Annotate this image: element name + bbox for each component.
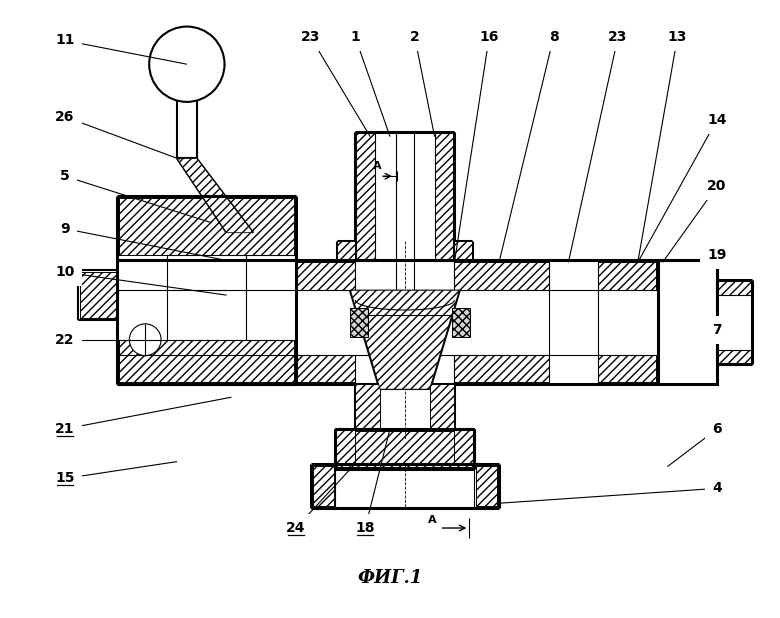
Polygon shape xyxy=(660,355,715,383)
Text: 11: 11 xyxy=(55,33,75,48)
Text: 13: 13 xyxy=(668,30,687,44)
Text: 16: 16 xyxy=(480,30,498,44)
Polygon shape xyxy=(455,355,548,383)
Text: 7: 7 xyxy=(712,323,722,337)
Text: 14: 14 xyxy=(707,112,727,127)
Text: 6: 6 xyxy=(712,422,722,436)
Text: ФИГ.1: ФИГ.1 xyxy=(357,569,423,586)
Text: 26: 26 xyxy=(55,110,75,124)
Text: 15: 15 xyxy=(55,472,75,486)
Polygon shape xyxy=(452,308,470,337)
Text: 1: 1 xyxy=(350,30,360,44)
Text: A: A xyxy=(373,161,381,171)
Polygon shape xyxy=(119,340,294,383)
Text: 23: 23 xyxy=(301,30,321,44)
Polygon shape xyxy=(338,431,472,467)
Text: 18: 18 xyxy=(356,521,375,535)
Polygon shape xyxy=(356,132,375,260)
Polygon shape xyxy=(455,263,548,290)
Polygon shape xyxy=(598,263,656,290)
Polygon shape xyxy=(430,384,455,429)
Polygon shape xyxy=(350,308,368,337)
Circle shape xyxy=(129,324,161,355)
Text: 2: 2 xyxy=(410,30,420,44)
Text: 8: 8 xyxy=(548,30,558,44)
Polygon shape xyxy=(434,132,455,260)
Polygon shape xyxy=(598,355,656,383)
Polygon shape xyxy=(119,198,294,255)
Polygon shape xyxy=(296,263,356,290)
Bar xyxy=(658,260,717,384)
Text: 5: 5 xyxy=(60,169,70,183)
Polygon shape xyxy=(455,429,474,464)
Text: 21: 21 xyxy=(55,422,75,436)
Polygon shape xyxy=(477,465,497,506)
Text: 20: 20 xyxy=(707,179,727,193)
Polygon shape xyxy=(717,280,752,295)
Polygon shape xyxy=(660,263,715,290)
Polygon shape xyxy=(350,290,459,389)
Polygon shape xyxy=(717,350,752,365)
Text: 23: 23 xyxy=(608,30,628,44)
Text: 4: 4 xyxy=(712,481,722,496)
Text: 19: 19 xyxy=(707,248,727,263)
Text: 9: 9 xyxy=(60,222,69,235)
Text: 10: 10 xyxy=(55,265,75,279)
Polygon shape xyxy=(455,240,472,260)
Polygon shape xyxy=(356,384,380,429)
Polygon shape xyxy=(296,355,356,383)
Polygon shape xyxy=(313,465,334,506)
Polygon shape xyxy=(335,429,356,464)
Polygon shape xyxy=(177,158,254,233)
Circle shape xyxy=(149,27,225,102)
Polygon shape xyxy=(338,240,356,260)
Text: A: A xyxy=(427,515,436,525)
Text: 22: 22 xyxy=(55,332,75,347)
Text: 24: 24 xyxy=(286,521,306,535)
Polygon shape xyxy=(80,273,116,318)
